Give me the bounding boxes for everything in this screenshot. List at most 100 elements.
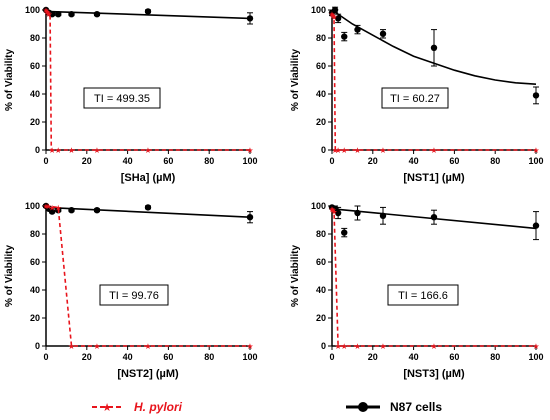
y-tick-label: 100 bbox=[311, 201, 326, 211]
y-tick-label: 20 bbox=[30, 117, 40, 127]
pylori-point: ★ bbox=[379, 146, 386, 155]
legend-pylori-marker: ★ bbox=[102, 402, 112, 414]
cells-point bbox=[93, 11, 101, 18]
x-tick-label: 40 bbox=[123, 352, 133, 362]
cells-point bbox=[144, 204, 152, 211]
y-tick-label: 60 bbox=[30, 61, 40, 71]
y-tick-label: 20 bbox=[316, 313, 326, 323]
pylori-fit-line bbox=[331, 208, 536, 347]
pylori-point: ★ bbox=[335, 146, 342, 155]
y-axis-label: % of Viability bbox=[4, 245, 15, 307]
pylori-point: ★ bbox=[44, 9, 51, 18]
pylori-point: ★ bbox=[43, 7, 50, 16]
cells-point bbox=[334, 209, 342, 217]
y-tick-label: 100 bbox=[25, 5, 40, 15]
cells-point bbox=[354, 26, 361, 33]
legend-pylori-label: H. pylori bbox=[134, 400, 183, 414]
legend-cells-label: N87 cells bbox=[390, 400, 442, 414]
cells-point bbox=[68, 11, 75, 18]
cells-point bbox=[354, 209, 361, 217]
y-tick-label: 80 bbox=[316, 229, 326, 239]
cells-point bbox=[341, 33, 348, 40]
pylori-point: ★ bbox=[532, 146, 539, 155]
x-tick-label: 60 bbox=[163, 352, 173, 362]
pylori-point: ★ bbox=[55, 146, 62, 155]
pylori-point: ★ bbox=[93, 342, 100, 351]
panel-1: 0 20 40 60 80 100 0 20 40 60 80 100 [SHa] (µM) % of V… bbox=[4, 5, 258, 184]
cells-point bbox=[144, 8, 152, 15]
x-tick-label: 100 bbox=[242, 352, 257, 362]
cells-point bbox=[68, 207, 75, 214]
pylori-fit-line bbox=[45, 9, 250, 151]
legend-cells-marker bbox=[358, 402, 368, 412]
x-tick-label: 100 bbox=[528, 156, 543, 166]
cells-point bbox=[246, 15, 254, 22]
x-tick-label: 40 bbox=[123, 156, 133, 166]
x-tick-label: 20 bbox=[82, 156, 92, 166]
pylori-point: ★ bbox=[93, 146, 100, 155]
pylori-point: ★ bbox=[45, 10, 52, 19]
y-tick-label: 40 bbox=[30, 285, 40, 295]
y-axis-label: % of Viability bbox=[4, 49, 15, 111]
y-tick-label: 0 bbox=[321, 145, 326, 155]
series-n87-cells bbox=[42, 202, 254, 224]
y-tick-label: 60 bbox=[30, 257, 40, 267]
y-tick-label: 60 bbox=[316, 257, 326, 267]
pylori-point: ★ bbox=[144, 146, 151, 155]
y-tick-label: 0 bbox=[321, 341, 326, 351]
x-tick-label: 80 bbox=[490, 156, 500, 166]
cells-point bbox=[55, 11, 62, 18]
y-tick-label: 80 bbox=[30, 33, 40, 43]
pylori-point: ★ bbox=[354, 342, 361, 351]
series-h-pylori: ★★★★★ ★ ★ ★ bbox=[42, 202, 253, 351]
y-tick-label: 100 bbox=[25, 201, 40, 211]
cells-point bbox=[430, 44, 438, 51]
x-axis-label: [SHa] (µM) bbox=[121, 172, 176, 184]
x-tick-label: 80 bbox=[204, 352, 214, 362]
cells-fit-line bbox=[45, 206, 251, 218]
pylori-point: ★ bbox=[379, 342, 386, 351]
y-tick-label: 100 bbox=[311, 5, 326, 15]
pylori-fit-line bbox=[331, 13, 536, 151]
pylori-point: ★ bbox=[55, 203, 62, 212]
pylori-point: ★ bbox=[328, 205, 335, 214]
x-axis-label: [NST1] (µM) bbox=[403, 172, 465, 184]
panel-2: 0 20 40 60 80 100 0 20 40 60 80 100 [NST1] (µM) % of … bbox=[290, 5, 544, 184]
y-tick-label: 40 bbox=[30, 89, 40, 99]
x-tick-label: 40 bbox=[409, 352, 419, 362]
y-tick-label: 20 bbox=[30, 313, 40, 323]
pylori-point: ★ bbox=[354, 146, 361, 155]
series-h-pylori: ★★★★★ ★ ★ ★ ★ bbox=[328, 205, 539, 351]
cells-point bbox=[334, 15, 342, 22]
y-tick-label: 80 bbox=[316, 33, 326, 43]
ti-box bbox=[99, 284, 169, 306]
pylori-point: ★ bbox=[329, 12, 336, 21]
pylori-point: ★ bbox=[49, 146, 56, 155]
x-axis-label: [NST2] (µM) bbox=[117, 368, 179, 380]
ti-box bbox=[381, 87, 449, 109]
pylori-point: ★ bbox=[430, 146, 437, 155]
y-tick-label: 40 bbox=[316, 285, 326, 295]
cells-point bbox=[379, 212, 387, 219]
pylori-point: ★ bbox=[328, 10, 335, 19]
panels: 0 20 40 60 80 100 0 20 40 60 80 100 [SHa] (µM) % of V… bbox=[4, 5, 544, 380]
cells-point bbox=[246, 214, 254, 221]
x-tick-label: 20 bbox=[368, 352, 378, 362]
pylori-point: ★ bbox=[330, 13, 337, 22]
y-tick-label: 60 bbox=[316, 61, 326, 71]
y-tick-label: 80 bbox=[30, 229, 40, 239]
pylori-point: ★ bbox=[430, 342, 437, 351]
cells-point bbox=[532, 92, 540, 99]
ti-value: TI = 60.27 bbox=[390, 93, 440, 105]
x-tick-label: 0 bbox=[43, 352, 48, 362]
ti-box bbox=[83, 87, 161, 109]
y-tick-label: 0 bbox=[35, 145, 40, 155]
pylori-point: ★ bbox=[44, 202, 51, 211]
pylori-point: ★ bbox=[331, 146, 338, 155]
panel-4: 0 20 40 60 80 100 0 20 40 60 80 100 [NST3] (µM) % of … bbox=[290, 201, 544, 380]
pylori-fit-line bbox=[45, 205, 250, 347]
x-tick-label: 0 bbox=[329, 156, 334, 166]
ti-box bbox=[387, 284, 459, 306]
pylori-point: ★ bbox=[144, 342, 151, 351]
